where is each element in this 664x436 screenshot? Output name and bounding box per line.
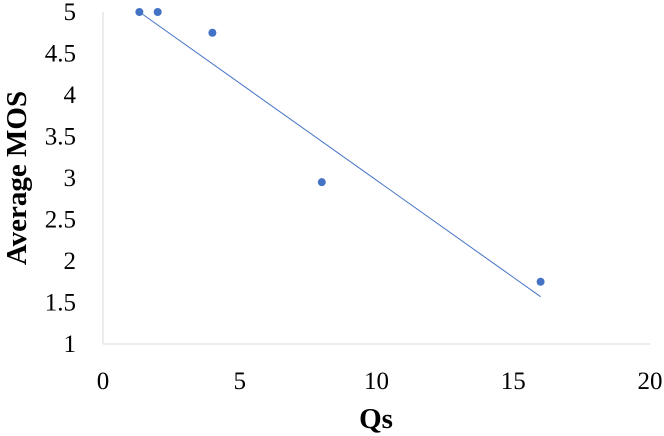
x-tick-label: 5 (234, 368, 247, 395)
y-tick-label: 2 (64, 248, 77, 275)
y-tick-label: 5 (64, 0, 77, 26)
data-point (208, 28, 217, 37)
data-point (135, 8, 144, 16)
data-point (536, 277, 545, 286)
trendline (139, 11, 541, 298)
y-tick-label: 1 (64, 331, 77, 358)
plot-area (102, 12, 650, 345)
y-tick-label: 2.5 (45, 207, 76, 234)
y-tick-label: 3.5 (45, 124, 76, 151)
data-point (153, 8, 162, 16)
x-tick-labels: 0 5 10 15 20 (97, 368, 663, 395)
y-tick-label: 4.5 (45, 41, 76, 68)
x-tick-label: 0 (97, 368, 110, 395)
y-axis-title: Average MOS (1, 91, 33, 265)
x-tick-label: 10 (364, 368, 389, 395)
data-points (135, 8, 545, 286)
y-tick-labels: 1 1.5 2 2.5 3 3.5 4 4.5 5 (45, 0, 77, 358)
x-tick-label: 15 (501, 368, 526, 395)
x-axis-title: Qs (359, 403, 393, 435)
x-tick-label: 20 (638, 368, 663, 395)
data-point (317, 178, 326, 187)
y-tick-label: 1.5 (45, 290, 76, 317)
y-tick-label: 4 (64, 82, 77, 109)
y-tick-label: 3 (64, 165, 77, 192)
